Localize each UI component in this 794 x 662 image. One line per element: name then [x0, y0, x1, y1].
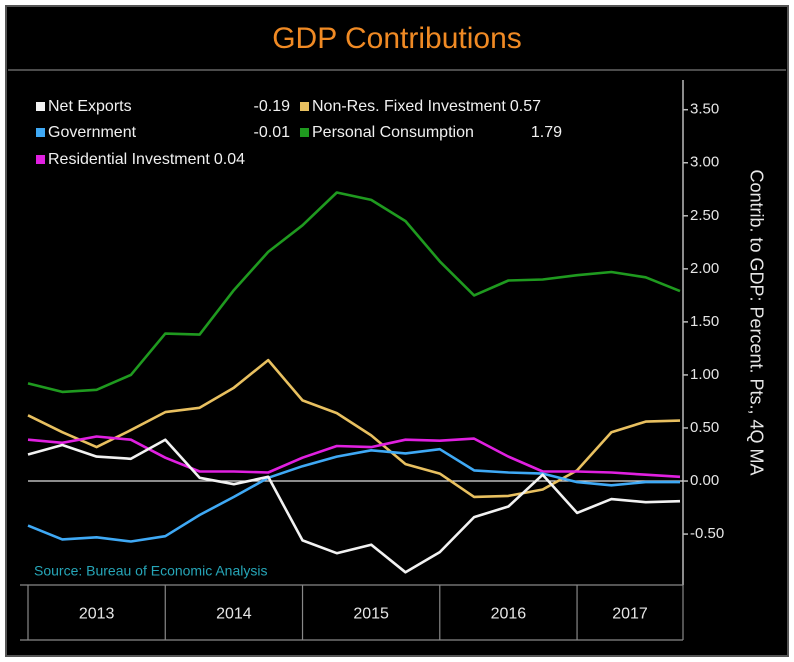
legend-label: Net Exports: [48, 98, 132, 115]
y-tick-label: 1.50: [690, 313, 719, 330]
chart-frame: [5, 5, 789, 657]
x-tick-label: 2017: [612, 606, 648, 623]
x-tick-label: 2013: [79, 606, 115, 623]
y-tick-label: 3.50: [690, 101, 719, 118]
y-tick-label: 2.50: [690, 207, 719, 224]
series-line: [27, 358, 681, 499]
legend-swatch: [300, 102, 309, 111]
legend-label: Government: [48, 124, 137, 141]
legend-label: Personal Consumption: [312, 124, 474, 141]
y-tick-label: 0.50: [690, 419, 719, 436]
legend-label: Residential Investment: [48, 151, 210, 168]
x-tick-label: 2014: [216, 606, 252, 623]
y-tick-label: 3.00: [690, 154, 719, 171]
y-tick-label: -0.50: [690, 525, 724, 542]
legend-value: 0.57: [510, 98, 541, 115]
x-tick-label: 2016: [491, 606, 527, 623]
legend-swatch: [36, 102, 45, 111]
series-line: [27, 438, 681, 574]
legend-swatch: [36, 128, 45, 137]
legend-swatch: [300, 128, 309, 137]
legend-value: -0.01: [254, 124, 291, 141]
legend-swatch: [36, 155, 45, 164]
y-axis-title: Contrib. to GDP: Percent. Pts., 4Q MA: [746, 169, 766, 475]
chart-title: GDP Contributions: [272, 22, 522, 55]
legend-value: -0.19: [254, 98, 291, 115]
legend-value: 1.79: [531, 124, 562, 141]
x-tick-label: 2015: [353, 606, 389, 623]
series-line: [27, 447, 680, 543]
legend-value: 0.04: [214, 151, 245, 168]
y-tick-label: 0.00: [690, 472, 719, 489]
legend-label: Non-Res. Fixed Investment: [312, 98, 506, 115]
series-line: [27, 435, 681, 479]
source-note: Source: Bureau of Economic Analysis: [34, 563, 267, 579]
series-line: [27, 191, 681, 394]
y-tick-label: 2.00: [690, 260, 719, 277]
y-tick-label: 1.00: [690, 366, 719, 383]
